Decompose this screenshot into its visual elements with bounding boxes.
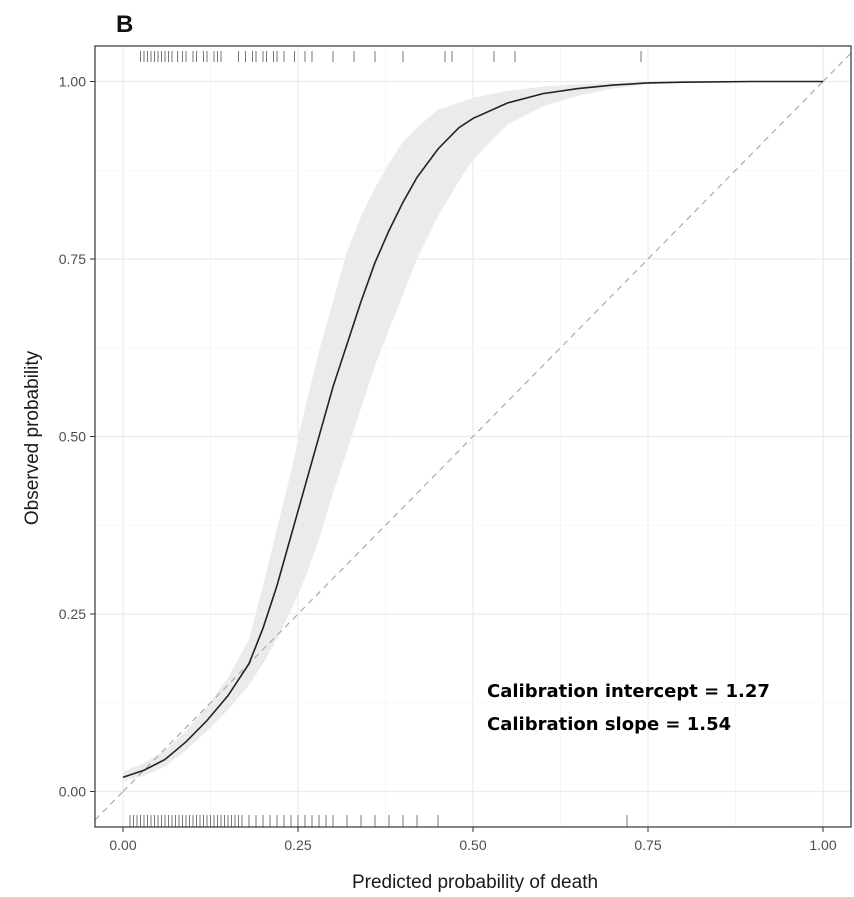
y-tick-label-1: 0.25 bbox=[59, 606, 86, 622]
y-tick-label-2: 0.50 bbox=[59, 429, 86, 445]
x-tick-label-3: 0.75 bbox=[634, 837, 661, 853]
rug-bottom bbox=[129, 815, 628, 827]
y-axis-title: Observed probability bbox=[22, 350, 43, 525]
x-axis-ticks: 0.00 0.25 0.50 0.75 1.00 bbox=[109, 827, 837, 853]
x-tick-label-1: 0.25 bbox=[284, 837, 311, 853]
annotation-slope: Calibration slope = 1.54 bbox=[487, 714, 731, 735]
y-axis-ticks: 0.00 0.25 0.50 0.75 1.00 bbox=[59, 74, 95, 800]
diagonal-reference-ext-low bbox=[94, 791, 124, 821]
rug-top bbox=[140, 51, 642, 62]
reference-line bbox=[94, 52, 852, 821]
x-tick-label-4: 1.00 bbox=[809, 837, 836, 853]
x-axis-title: Predicted probability of death bbox=[352, 872, 598, 893]
diagonal-reference-ext-high bbox=[822, 52, 852, 82]
diagonal-reference-line bbox=[122, 81, 824, 792]
x-tick-label-0: 0.00 bbox=[109, 837, 136, 853]
y-tick-label-4: 1.00 bbox=[59, 74, 86, 90]
annotation-intercept: Calibration intercept = 1.27 bbox=[487, 681, 770, 702]
x-tick-label-2: 0.50 bbox=[459, 837, 486, 853]
calibration-curve-line bbox=[122, 80, 823, 779]
y-tick-label-3: 0.75 bbox=[59, 251, 86, 267]
panel-label: B bbox=[116, 11, 133, 38]
calibration-curve bbox=[122, 80, 823, 779]
y-tick-label-0: 0.00 bbox=[59, 784, 86, 800]
